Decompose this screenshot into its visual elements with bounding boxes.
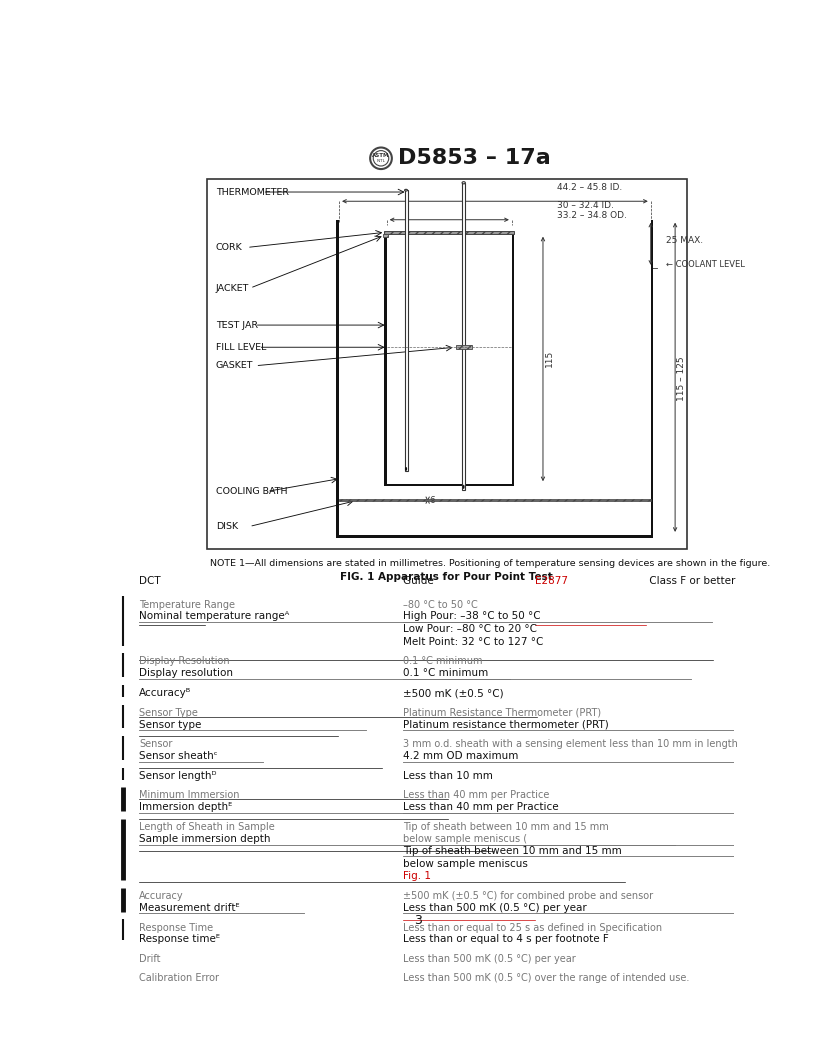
Ellipse shape (463, 485, 464, 489)
Text: Less than or equal to 25 s as defined in Specification: Less than or equal to 25 s as defined in… (403, 923, 665, 932)
Bar (405, 190, 407, 471)
Text: 0.1 °C minimum: 0.1 °C minimum (403, 657, 482, 666)
Bar (384, 484, 514, 486)
Text: Class F or better: Class F or better (645, 577, 735, 586)
Text: Measurement driftᴱ: Measurement driftᴱ (140, 903, 240, 912)
Text: 3: 3 (415, 914, 422, 927)
Text: –80 °C to 50 °C: –80 °C to 50 °C (403, 600, 477, 609)
Text: Sensor sheathᶜ: Sensor sheathᶜ (140, 751, 218, 761)
Text: Sensor Type: Sensor Type (140, 708, 198, 718)
Text: Sample immersion depth: Sample immersion depth (140, 834, 271, 844)
Text: Melt Point: 32 °C to 127 °C: Melt Point: 32 °C to 127 °C (403, 637, 543, 647)
Text: Nominal temperature rangeᴬ: Nominal temperature rangeᴬ (140, 611, 290, 621)
Text: below sample meniscus: below sample meniscus (403, 859, 528, 869)
Text: DISK: DISK (216, 522, 238, 531)
Bar (462, 183, 465, 490)
Text: Platinum Resistance Thermometer (PRT): Platinum Resistance Thermometer (PRT) (403, 708, 601, 718)
Text: Less than or equal to 4 s per footnote F: Less than or equal to 4 s per footnote F (403, 935, 609, 944)
Text: 30 – 32.4 ID.: 30 – 32.4 ID. (557, 202, 614, 210)
Ellipse shape (462, 182, 465, 184)
Text: Temperature Range: Temperature Range (140, 600, 235, 609)
Text: Drift: Drift (140, 954, 161, 964)
Text: Less than 500 mK (0.5 °C) over the range of intended use.: Less than 500 mK (0.5 °C) over the range… (403, 973, 689, 983)
Text: Sensor lengthᴰ: Sensor lengthᴰ (140, 771, 217, 780)
Text: NOTE 1—All dimensions are stated in millimetres. Positioning of temperature sens: NOTE 1—All dimensions are stated in mill… (211, 559, 771, 568)
Text: below sample meniscus (: below sample meniscus ( (403, 834, 527, 844)
Text: 33.2 – 34.8 OD.: 33.2 – 34.8 OD. (557, 211, 628, 220)
Text: ← COOLANT LEVEL: ← COOLANT LEVEL (666, 260, 744, 268)
Text: 115: 115 (544, 350, 553, 367)
Text: Accuracy: Accuracy (140, 891, 184, 901)
Text: Less than 500 mK (0.5 °C) per year: Less than 500 mK (0.5 °C) per year (403, 903, 587, 912)
Text: Immersion depthᴱ: Immersion depthᴱ (140, 803, 233, 812)
Text: ±500 mK (±0.5 °C): ±500 mK (±0.5 °C) (403, 689, 503, 698)
Text: Tip of sheath between 10 mm and 15 mm: Tip of sheath between 10 mm and 15 mm (403, 846, 622, 856)
Text: Response timeᴱ: Response timeᴱ (140, 935, 220, 944)
Bar (650, 220, 654, 538)
Text: Response Time: Response Time (140, 923, 213, 932)
Ellipse shape (405, 467, 407, 471)
Bar (384, 231, 514, 233)
Text: 25 MAX.: 25 MAX. (666, 235, 703, 245)
Text: 0.1 °C minimum: 0.1 °C minimum (403, 668, 488, 678)
Text: Less than 40 mm per Practice: Less than 40 mm per Practice (403, 791, 552, 800)
Text: Less than 500 mK (0.5 °C) per year: Less than 500 mK (0.5 °C) per year (403, 954, 575, 964)
Text: 3 mm o.d. sheath with a sensing element less than 10 mm in length: 3 mm o.d. sheath with a sensing element … (403, 739, 738, 750)
Text: ASTM: ASTM (372, 153, 390, 158)
Text: Display Resolution: Display Resolution (140, 657, 230, 666)
Text: Low Pour: –80 °C to 20 °C: Low Pour: –80 °C to 20 °C (403, 624, 537, 635)
Text: COOLING BATH: COOLING BATH (216, 487, 287, 496)
Text: Less than 40 mm per Practice: Less than 40 mm per Practice (403, 803, 561, 812)
Text: D5853 – 17a: D5853 – 17a (398, 148, 551, 168)
Text: Length of Sheath in Sample: Length of Sheath in Sample (140, 822, 275, 832)
Bar (512, 233, 514, 486)
Text: INTL: INTL (376, 159, 385, 164)
Text: Less than 10 mm: Less than 10 mm (403, 771, 493, 780)
Text: Accuracyᴮ: Accuracyᴮ (140, 689, 192, 698)
Text: 6: 6 (429, 495, 435, 505)
Text: CORK: CORK (216, 243, 242, 252)
Text: ±500 mK (±0.5 °C) for combined probe and sensor: ±500 mK (±0.5 °C) for combined probe and… (403, 891, 653, 901)
Bar (384, 233, 387, 486)
Text: Sensor: Sensor (140, 739, 172, 750)
Text: FILL LEVEL: FILL LEVEL (216, 343, 266, 352)
Text: 115 – 125: 115 – 125 (676, 356, 685, 401)
Bar (339, 498, 650, 502)
Text: JACKET: JACKET (216, 284, 250, 293)
Text: THERMOMETER: THERMOMETER (216, 188, 289, 196)
Text: Calibration Error: Calibration Error (140, 973, 220, 983)
Text: Display resolution: Display resolution (140, 668, 233, 678)
Text: 4.2 mm OD maximum: 4.2 mm OD maximum (403, 751, 518, 761)
Bar (383, 233, 388, 237)
Text: Tip of sheath between 10 mm and 15 mm: Tip of sheath between 10 mm and 15 mm (403, 822, 609, 832)
Text: TEST JAR: TEST JAR (216, 321, 258, 329)
Text: FIG. 1 Apparatus for Pour Point Test: FIG. 1 Apparatus for Pour Point Test (340, 571, 553, 582)
Text: E2877: E2877 (535, 577, 568, 586)
Bar (455, 345, 472, 350)
Bar (336, 220, 339, 538)
Bar (336, 534, 654, 538)
Text: Platinum resistance thermometer (PRT): Platinum resistance thermometer (PRT) (403, 719, 609, 730)
Text: Minimum Immersion: Minimum Immersion (140, 791, 240, 800)
Text: Sensor type: Sensor type (140, 719, 202, 730)
Text: Fig. 1: Fig. 1 (403, 871, 431, 882)
Text: 44.2 – 45.8 ID.: 44.2 – 45.8 ID. (557, 183, 623, 192)
Text: High Pour: –38 °C to 50 °C: High Pour: –38 °C to 50 °C (403, 611, 540, 621)
Text: DCT: DCT (140, 577, 161, 586)
Bar (206, 180, 687, 549)
Text: GASKET: GASKET (216, 361, 254, 371)
Ellipse shape (405, 189, 407, 191)
Text: Guide: Guide (403, 577, 437, 586)
